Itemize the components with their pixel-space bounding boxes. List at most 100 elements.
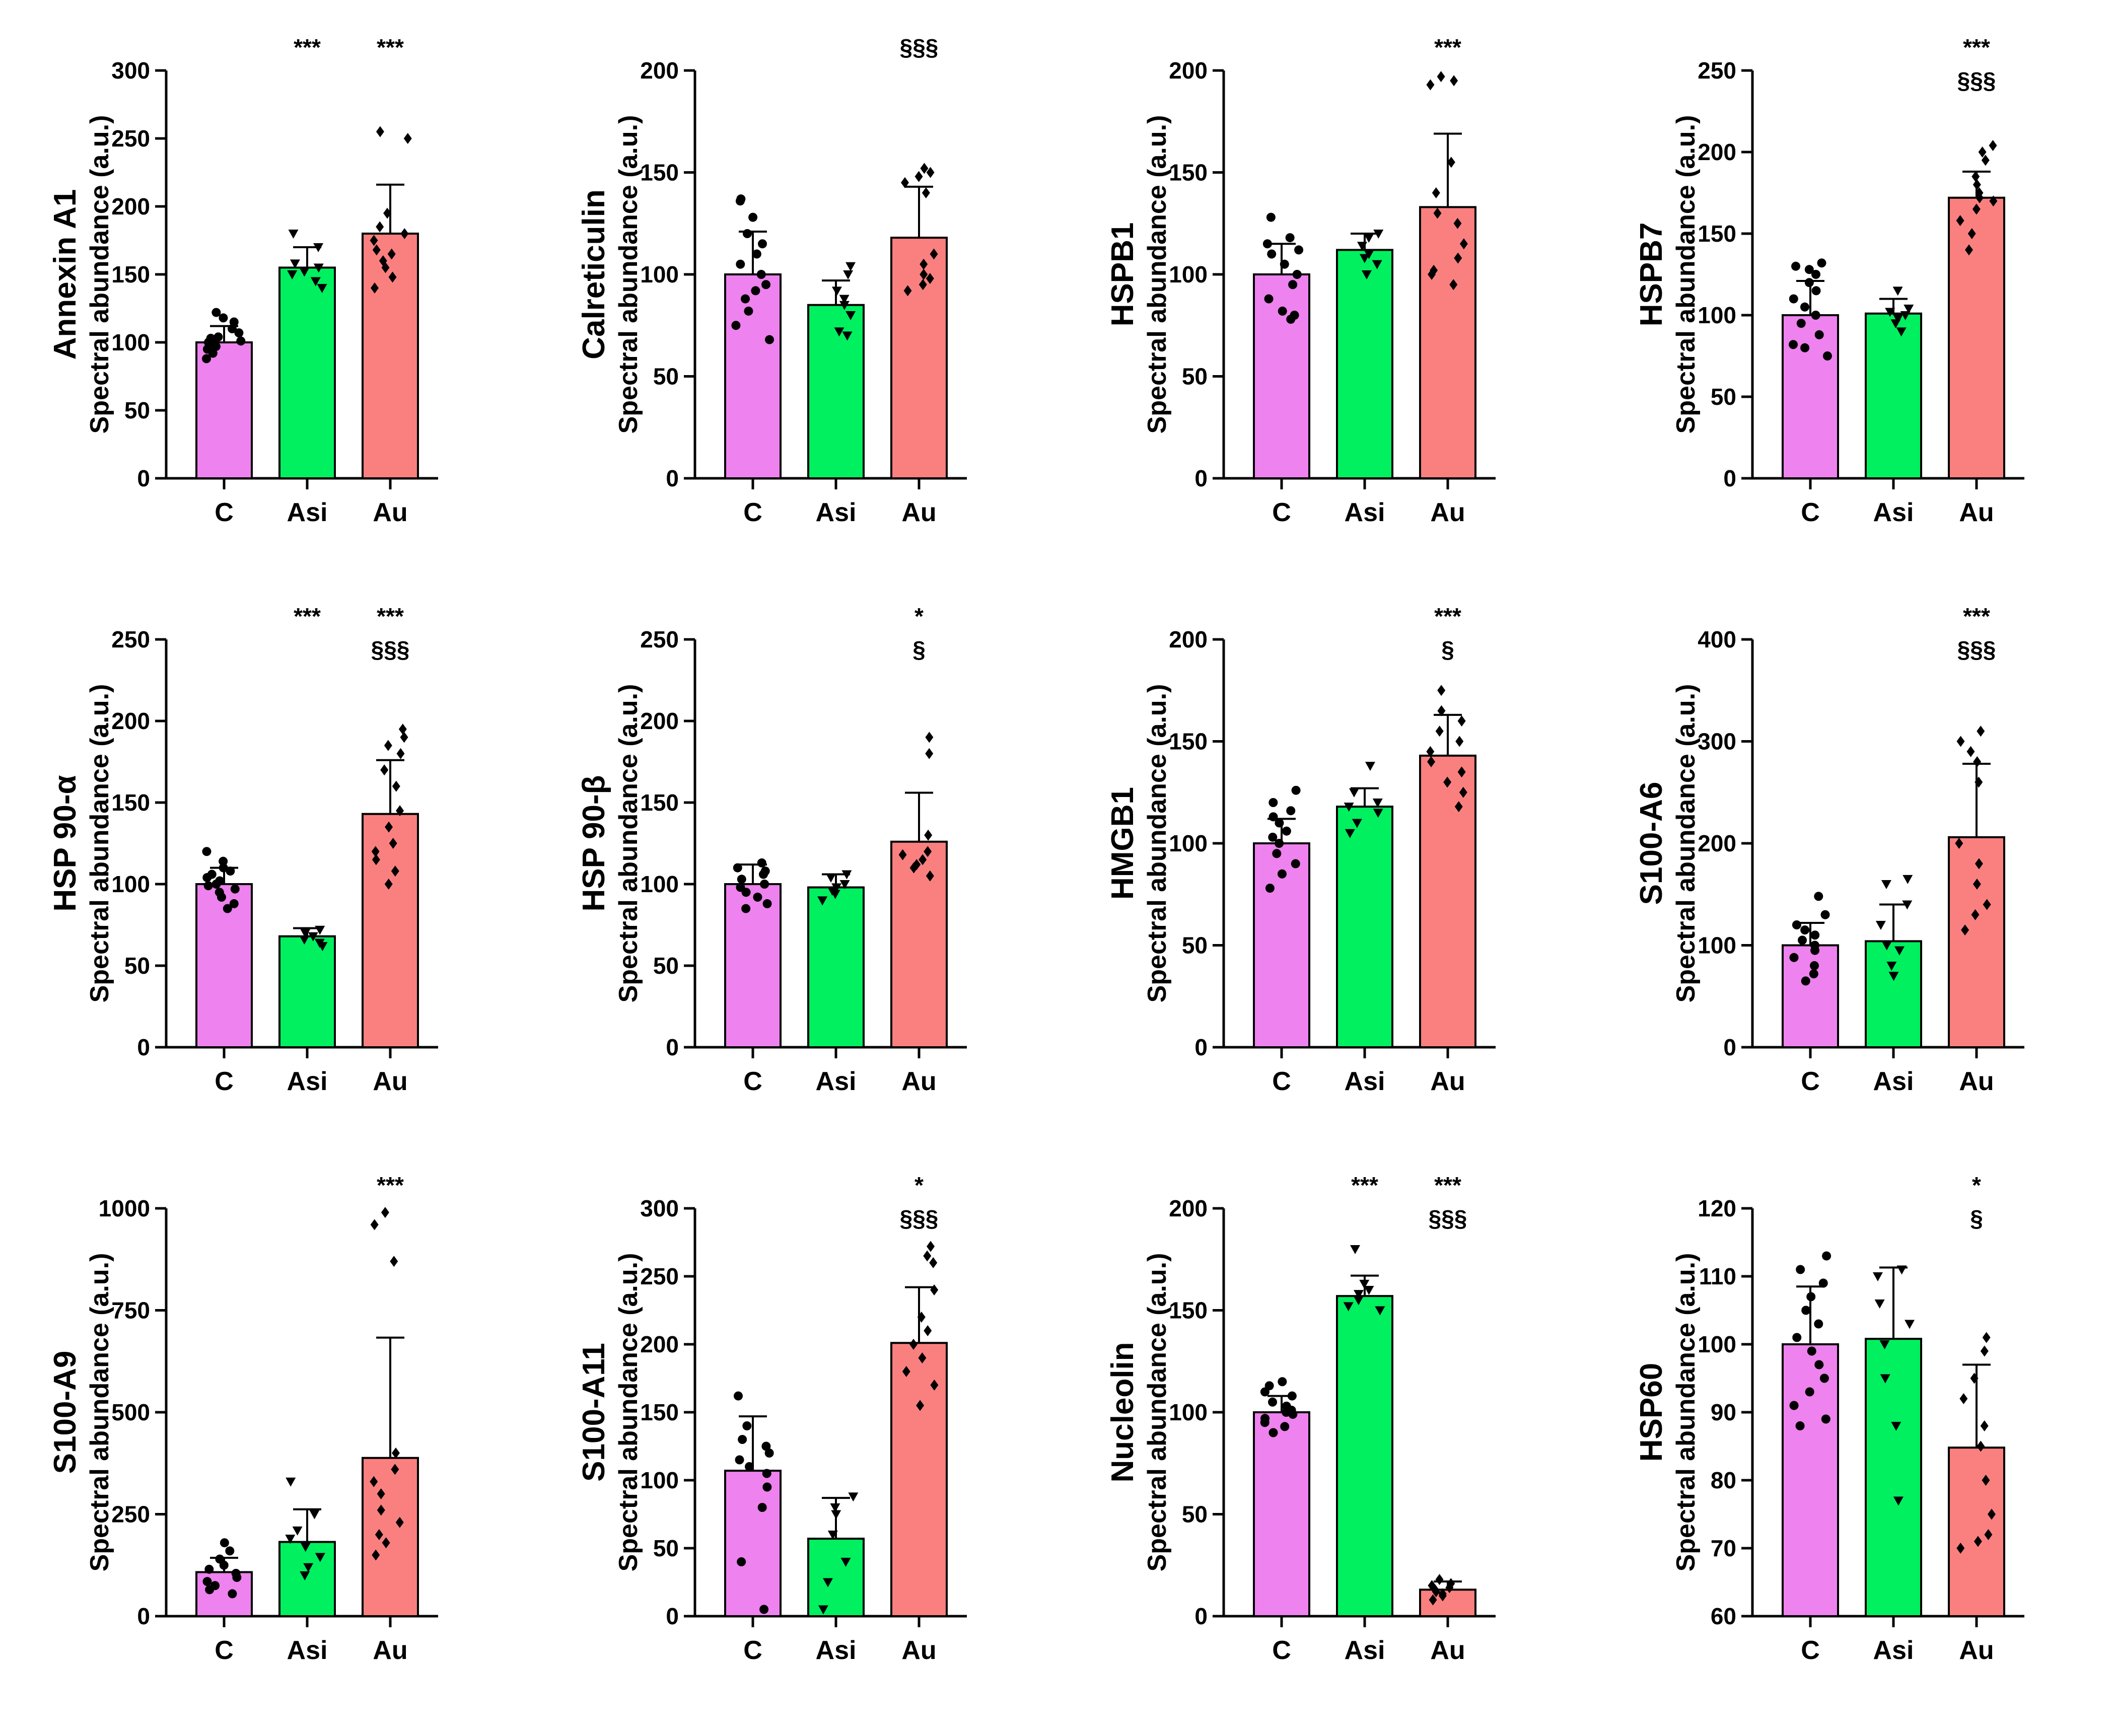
y-tick-label: 200 (640, 1331, 679, 1357)
y-tick-label: 100 (1698, 1331, 1736, 1357)
y-tick-label: 200 (640, 57, 679, 84)
data-point (219, 863, 228, 873)
data-point (1372, 260, 1382, 269)
data-point (1428, 269, 1436, 280)
data-point (1800, 925, 1810, 935)
y-tick-label: 100 (640, 1467, 679, 1493)
data-point (377, 1488, 385, 1499)
x-tick-label: Asi (816, 498, 857, 527)
bar-Asi (278, 1541, 336, 1618)
data-point (299, 267, 310, 277)
chart-title: HMGB1 (1105, 787, 1140, 900)
data-point (1262, 239, 1272, 249)
x-tick-label: Asi (1345, 1067, 1385, 1096)
data-point (1287, 1391, 1297, 1401)
data-point (1888, 972, 1899, 981)
data-point (914, 171, 923, 182)
data-point (1811, 311, 1820, 320)
data-point (1902, 875, 1913, 884)
data-point (1453, 218, 1462, 229)
y-tick-label: 300 (111, 57, 150, 84)
y-tick-label: 50 (1182, 1501, 1208, 1528)
data-point (1810, 930, 1820, 940)
data-point (220, 1538, 229, 1548)
data-point (919, 279, 927, 291)
chart-panel: 0 50 100 150 200 250 300 Annexin A1 Spectral abu… (0, 30, 504, 584)
data-point (1359, 254, 1370, 263)
data-point (1789, 953, 1799, 962)
significance-marker: * (914, 1172, 924, 1198)
data-point (752, 249, 761, 259)
data-point (1955, 838, 1963, 849)
y-tick-label: 200 (111, 193, 150, 220)
x-tick-label: C (215, 1636, 234, 1665)
data-point (840, 1558, 851, 1567)
data-point (917, 1312, 926, 1323)
y-tick-label: 100 (640, 871, 679, 897)
data-point (760, 866, 770, 876)
chart-title: S100-A11 (577, 1343, 611, 1482)
data-point (1804, 278, 1814, 287)
data-point (1817, 258, 1826, 268)
data-point (1806, 1292, 1816, 1301)
data-point (1789, 294, 1798, 304)
y-tick-label: 0 (1194, 1603, 1208, 1629)
data-point (1260, 1414, 1270, 1423)
data-point (823, 1578, 833, 1587)
data-point (1443, 776, 1452, 788)
data-point (1792, 920, 1801, 929)
data-point (845, 262, 856, 271)
y-tick-label: 250 (111, 1501, 150, 1528)
data-point (1821, 1414, 1830, 1424)
significance-marker: *** (1434, 34, 1461, 60)
data-point (370, 235, 378, 246)
chart-panel: 0 250 500 750 1000 S100-A9 Spectral abundance … (0, 1168, 504, 1722)
data-point (909, 1339, 918, 1350)
data-point (1814, 330, 1824, 339)
data-point (1971, 909, 1980, 920)
data-point (1291, 785, 1301, 795)
x-tick-label: C (1801, 1636, 1820, 1665)
y-tick-label: 150 (1169, 1297, 1208, 1324)
data-point (202, 1577, 212, 1586)
data-point (384, 740, 392, 751)
significance-marker: §§§ (900, 1205, 939, 1232)
y-tick-label: 80 (1711, 1467, 1736, 1493)
data-point (400, 732, 408, 743)
bar-C (1782, 314, 1839, 479)
y-tick-label: 0 (1723, 1034, 1736, 1060)
data-point (1811, 286, 1821, 296)
data-point (1292, 270, 1302, 279)
data-point (379, 255, 387, 266)
data-point (1350, 1245, 1361, 1254)
data-point (389, 838, 397, 849)
x-tick-label: C (1272, 1067, 1291, 1096)
data-point (920, 258, 928, 270)
y-axis-label: Spectral abundance (a.u.) (1143, 1253, 1172, 1572)
data-point (215, 888, 224, 897)
chart-svg: 0 50 100 150 200 250 HSPB7 Spectral abundance (… (1634, 34, 2024, 527)
data-point (225, 1546, 235, 1556)
data-point (1364, 1286, 1374, 1295)
data-point (1361, 270, 1372, 279)
chart-panel: 0 50 100 150 200 250 HSPB7 Spectral abundance (… (1586, 30, 2090, 584)
data-point (375, 1529, 383, 1540)
x-tick-label: C (1272, 1636, 1291, 1665)
data-point (1796, 1265, 1805, 1274)
significance-marker: § (1441, 636, 1454, 663)
data-point (1904, 305, 1914, 314)
data-point (930, 1284, 939, 1295)
data-point (898, 849, 907, 860)
data-point (909, 862, 918, 874)
data-point (745, 1462, 754, 1471)
y-tick-label: 110 (1699, 1263, 1736, 1289)
data-point (1437, 705, 1446, 716)
data-point (924, 846, 932, 857)
data-point (403, 133, 412, 144)
data-point (922, 187, 930, 198)
significance-marker: §§§ (1429, 1205, 1467, 1232)
bar-Au (1419, 206, 1476, 480)
data-point (742, 229, 752, 238)
data-point (900, 177, 909, 188)
data-point (1810, 941, 1819, 950)
